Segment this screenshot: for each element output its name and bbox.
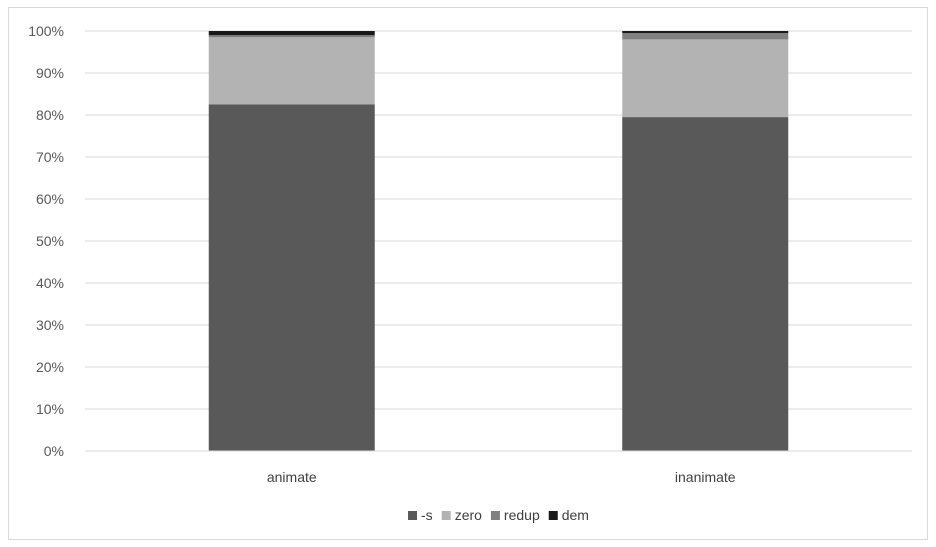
bar-segment-dem-inanimate [622, 31, 789, 34]
bar-segment-zero-animate [208, 37, 375, 105]
legend-item-dem: dem [548, 507, 589, 523]
legend-label: redup [504, 507, 540, 523]
bar-segment-redup-animate [208, 35, 375, 38]
legend-item-s: -s [408, 507, 433, 523]
legend-swatch [548, 511, 558, 520]
legend-swatch [408, 511, 418, 520]
bar-segment-redup-inanimate [622, 33, 789, 40]
y-tick-label: 0% [44, 443, 64, 459]
legend-swatch [490, 511, 500, 520]
legend-label: -s [421, 507, 433, 523]
y-tick-label: 50% [36, 233, 64, 249]
legend: -s zero redup dem [408, 507, 589, 523]
x-category-label: animate [267, 469, 317, 485]
y-tick-label: 80% [36, 107, 64, 123]
y-tick-label: 30% [36, 317, 64, 333]
y-tick-label: 60% [36, 191, 64, 207]
y-tick-label: 70% [36, 149, 64, 165]
bar-segment-s-animate [208, 104, 375, 451]
y-tick-label: 40% [36, 275, 64, 291]
y-tick-label: 100% [28, 23, 64, 39]
y-tick-label: 20% [36, 359, 64, 375]
legend-item-zero: zero [441, 507, 482, 523]
bar-segment-zero-inanimate [622, 39, 789, 118]
y-tick-label: 10% [36, 401, 64, 417]
legend-label: dem [562, 507, 589, 523]
y-axis-tick-labels: 0% 10% 20% 30% 40% 50% 60% 70% 80% 90% 100% [28, 23, 64, 459]
legend-item-redup: redup [490, 507, 540, 523]
bars [208, 31, 789, 451]
y-tick-label: 90% [36, 65, 64, 81]
legend-label: zero [455, 507, 482, 523]
x-axis-category-labels: animate inanimate [267, 469, 736, 485]
x-category-label: inanimate [675, 469, 736, 485]
bar-segment-dem-animate [208, 31, 375, 36]
bar-segment-s-inanimate [622, 117, 789, 451]
legend-swatch [441, 511, 451, 520]
